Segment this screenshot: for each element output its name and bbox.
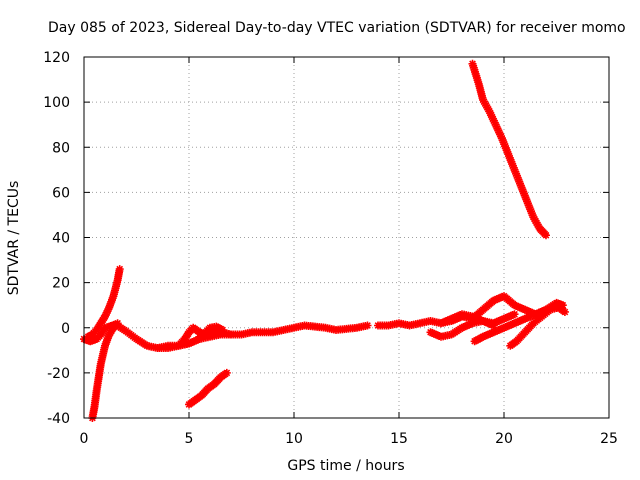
x-tick-label: 5 bbox=[185, 431, 194, 447]
x-tick-label: 25 bbox=[600, 431, 618, 447]
y-tick-label: 120 bbox=[43, 50, 70, 66]
y-tick-labels: -40 -20 0 20 40 60 80 100 120 bbox=[43, 50, 70, 427]
data-point bbox=[115, 265, 124, 274]
x-tick-label: 15 bbox=[390, 431, 408, 447]
data-point bbox=[363, 321, 372, 330]
series-sat-l-tail bbox=[506, 303, 569, 350]
data-points bbox=[80, 59, 569, 422]
series-sat-m-high bbox=[468, 59, 550, 240]
data-point bbox=[227, 330, 235, 339]
series-sat-f-upper bbox=[195, 322, 227, 341]
series-sat-b-rise bbox=[84, 265, 124, 341]
y-tick-label: -20 bbox=[47, 366, 70, 382]
series-sat-j-mid-late bbox=[437, 310, 519, 328]
chart-title: Day 085 of 2023, Sidereal Day-to-day VTE… bbox=[48, 20, 626, 36]
data-point bbox=[558, 301, 567, 310]
y-tick-label: 80 bbox=[52, 140, 70, 156]
grid bbox=[84, 57, 609, 418]
plot-frame bbox=[83, 56, 610, 419]
data-point bbox=[542, 231, 550, 240]
data-point bbox=[542, 305, 550, 314]
y-tick-label: 40 bbox=[52, 231, 70, 247]
x-tick-label: 20 bbox=[495, 431, 513, 447]
data-point bbox=[510, 310, 519, 319]
y-tick-label: 60 bbox=[52, 185, 70, 201]
axis-ticks bbox=[83, 56, 610, 419]
x-tick-label: 10 bbox=[285, 431, 303, 447]
data-point bbox=[218, 326, 227, 335]
y-axis-title: SDTVAR / TECUs bbox=[6, 181, 22, 296]
data-point bbox=[222, 368, 231, 377]
x-tick-labels: 0 5 10 15 20 25 bbox=[80, 431, 618, 447]
x-tick-label: 0 bbox=[80, 431, 89, 447]
y-tick-label: 0 bbox=[61, 321, 70, 337]
y-tick-label: -40 bbox=[47, 411, 70, 427]
data-point bbox=[113, 319, 122, 328]
data-point bbox=[560, 307, 569, 316]
y-tick-label: 100 bbox=[43, 95, 70, 111]
y-tick-label: 20 bbox=[52, 276, 70, 292]
x-axis-title: GPS time / hours bbox=[287, 458, 404, 474]
series-sat-g-neg bbox=[185, 368, 231, 409]
